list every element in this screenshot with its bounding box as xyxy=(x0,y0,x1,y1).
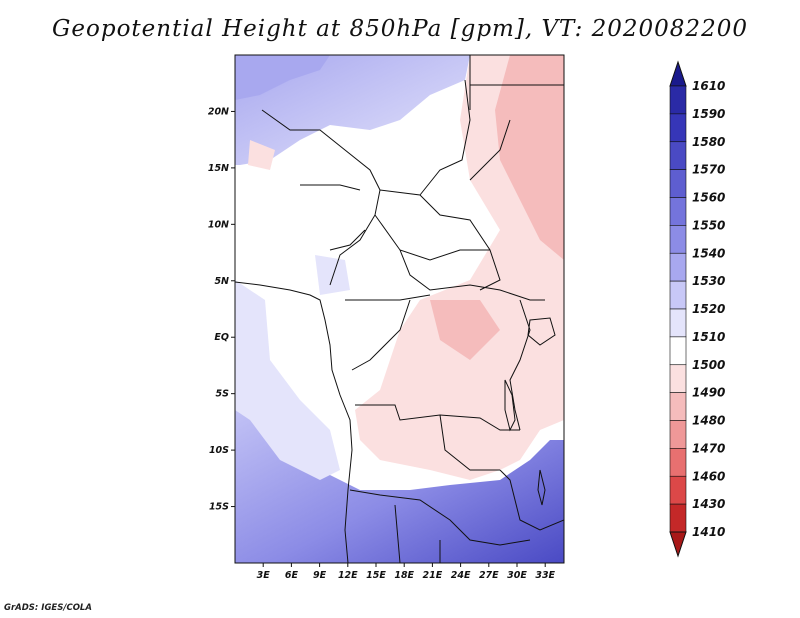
lon-tick-label: 21E xyxy=(423,570,443,581)
colorbar-bin xyxy=(669,392,687,421)
lon-tick-label: 9E xyxy=(313,570,327,581)
lat-tick-label: 5S xyxy=(216,389,230,400)
lake-malawi-outline xyxy=(537,469,546,506)
small-west-patch xyxy=(315,255,350,295)
lat-tick-label: 20N xyxy=(208,106,229,117)
colorbar-level-label: 1550 xyxy=(692,218,725,232)
small-north-patch xyxy=(248,140,275,170)
colorbar-level-label: 1540 xyxy=(692,246,725,260)
colorbar-bin xyxy=(669,448,687,477)
colorbar-level-label: 1460 xyxy=(692,469,725,483)
colorbar-bin xyxy=(669,475,687,505)
colorbar: 1610 1590 1580 1570 1560 1550 1540 1530 1520 1510… xyxy=(669,60,725,558)
colorbar-bin xyxy=(669,336,687,366)
lon-tick-label: 27E xyxy=(479,570,499,581)
colorbar-bin xyxy=(669,85,687,115)
colorbar-level-label: 1560 xyxy=(692,191,725,205)
colorbar-bin xyxy=(669,364,687,393)
map-title: Geopotential Height at 850hPa [gpm], VT:… xyxy=(52,16,748,42)
lat-tick-label: 10N xyxy=(208,219,229,230)
colorbar-bottom-extension xyxy=(669,531,687,558)
colorbar-level-label: 1570 xyxy=(692,163,725,177)
colorbar-level-label: 1500 xyxy=(692,358,725,372)
colorbar-bin xyxy=(669,141,687,170)
east-low-core xyxy=(495,55,564,260)
colorbar-bin xyxy=(669,252,687,282)
longitude-axis: 3E 6E 9E 12E 15E 18E 21E 24E 27E 30E 33E xyxy=(257,563,556,581)
colorbar-level-label: 1590 xyxy=(692,107,725,121)
colorbar-level-label: 1410 xyxy=(692,525,725,539)
lon-tick-label: 12E xyxy=(338,570,358,581)
southwest-band xyxy=(235,280,340,480)
lon-tick-label: 33E xyxy=(535,570,555,581)
lat-tick-label: 15N xyxy=(208,163,229,174)
lake-victoria-outline xyxy=(527,317,556,346)
map-frame xyxy=(234,54,565,564)
lon-tick-label: 24E xyxy=(451,570,471,581)
height-field xyxy=(235,55,564,563)
colorbar-level-label: 1520 xyxy=(692,302,725,316)
lat-tick-label: 15S xyxy=(209,502,229,513)
border-lines xyxy=(261,55,564,563)
colorbar-level-label: 1490 xyxy=(692,386,725,400)
colorbar-level-label: 1530 xyxy=(692,274,725,288)
colorbar-level-label: 1580 xyxy=(692,135,725,149)
lon-tick-label: 18E xyxy=(394,570,414,581)
west-coastline xyxy=(235,281,353,563)
lon-tick-label: 30E xyxy=(507,570,527,581)
colorbar-bin xyxy=(669,169,687,198)
lake-tanganyika-outline xyxy=(504,379,516,432)
central-low-patch xyxy=(430,300,500,360)
colorbar-bin xyxy=(669,308,687,338)
lat-tick-label: EQ xyxy=(214,332,229,343)
north-high-region xyxy=(235,55,470,165)
lon-tick-label: 3E xyxy=(257,570,271,581)
colorbar-top-extension xyxy=(669,60,687,87)
colorbar-level-label: 1510 xyxy=(692,330,725,344)
lon-tick-label: 6E xyxy=(285,570,299,581)
lat-tick-label: 5N xyxy=(214,276,229,287)
colorbar-level-label: 1430 xyxy=(692,497,725,511)
country-borders xyxy=(235,55,564,563)
lat-tick-label: 10S xyxy=(209,445,229,456)
colorbar-level-label: 1480 xyxy=(692,414,725,428)
colorbar-level-label: 1470 xyxy=(692,441,725,455)
colorbar-bin xyxy=(669,420,687,449)
western-lowlat-band xyxy=(235,300,260,390)
colorbar-bin xyxy=(669,113,687,143)
latitude-axis: 20N 15N 10N 5N EQ 5S 10S 15S xyxy=(208,106,235,513)
north-high-core xyxy=(235,55,330,100)
lon-tick-label: 15E xyxy=(366,570,386,581)
colorbar-bin xyxy=(669,225,687,254)
software-credit: GrADS: IGES/COLA xyxy=(4,603,92,613)
colorbar-bin xyxy=(669,503,687,533)
colorbar-bin xyxy=(669,280,687,310)
colorbar-bin xyxy=(669,197,687,226)
south-high-region xyxy=(235,390,564,563)
colorbar-level-label: 1610 xyxy=(692,79,725,93)
